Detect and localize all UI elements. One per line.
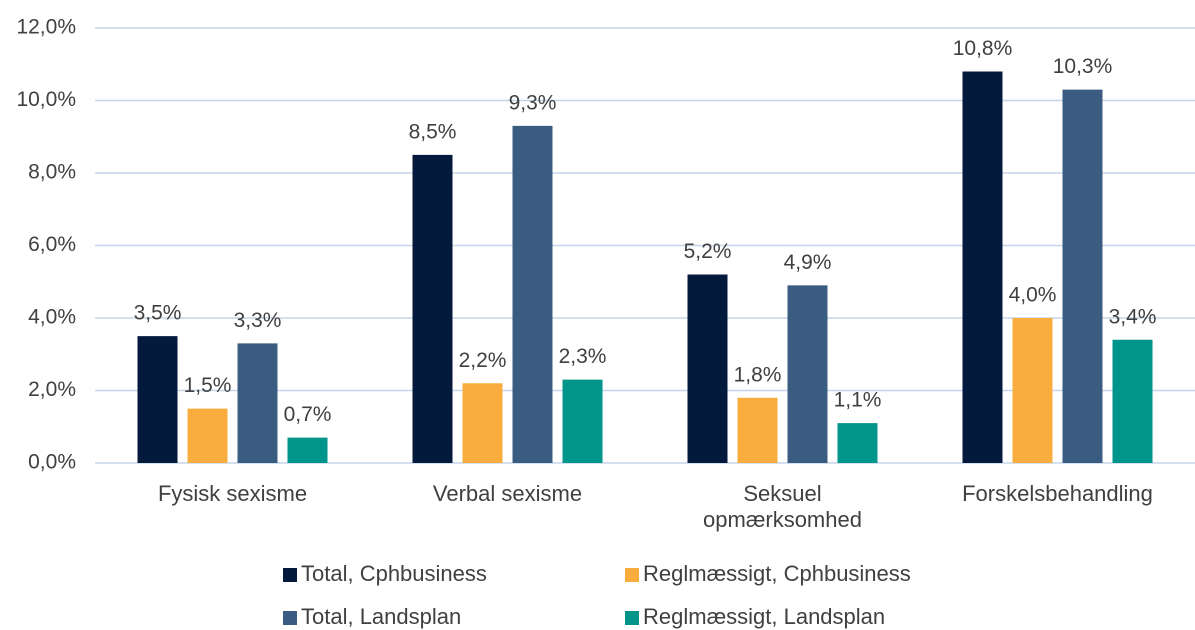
- y-tick-label: 2,0%: [28, 378, 76, 401]
- data-label: 3,5%: [134, 302, 182, 325]
- legend-swatch: [283, 611, 297, 625]
- data-label: 10,3%: [1053, 55, 1113, 78]
- y-tick-label: 4,0%: [28, 306, 76, 329]
- data-label: 3,4%: [1109, 305, 1157, 328]
- x-tick-label: Forskelsbehandling: [962, 481, 1153, 506]
- bar: [962, 71, 1003, 463]
- x-tick-label: Fysisk sexisme: [157, 481, 308, 506]
- data-label: 3,3%: [234, 309, 282, 332]
- legend-label: Total, Cphbusiness: [301, 561, 487, 586]
- data-label: 1,1%: [834, 389, 882, 412]
- bar: [787, 285, 828, 463]
- bar: [1012, 318, 1053, 463]
- x-tick-label: Verbal sexisme: [432, 481, 583, 506]
- data-label: 2,2%: [459, 349, 507, 372]
- bar: [1062, 89, 1103, 463]
- legend-label: Total, Landsplan: [301, 604, 461, 629]
- data-label: 2,3%: [559, 345, 607, 368]
- data-label: 8,5%: [409, 120, 457, 143]
- bar: [562, 379, 603, 463]
- data-label: 4,0%: [1009, 284, 1057, 307]
- data-label: 1,5%: [184, 374, 232, 397]
- bar: [1112, 339, 1153, 463]
- x-tick-label: Seksuel opmærksomhed: [703, 481, 862, 532]
- legend-swatch: [625, 568, 639, 582]
- bar: [412, 154, 453, 463]
- data-label: 1,8%: [734, 363, 782, 386]
- y-tick-label: 0,0%: [28, 451, 76, 474]
- data-label: 5,2%: [684, 240, 732, 263]
- y-tick-label: 6,0%: [28, 233, 76, 256]
- bar: [737, 397, 778, 463]
- data-label: 4,9%: [784, 251, 832, 274]
- bar: [187, 408, 228, 463]
- bar: [237, 343, 278, 463]
- bar: [287, 437, 328, 463]
- data-label: 10,8%: [953, 37, 1013, 60]
- legend-label: Reglmæssigt, Landsplan: [643, 604, 885, 629]
- y-tick-label: 8,0%: [28, 161, 76, 184]
- y-tick-label: 12,0%: [16, 16, 76, 39]
- data-label: 9,3%: [509, 91, 557, 114]
- bar: [687, 274, 728, 463]
- data-label: 0,7%: [284, 403, 332, 426]
- legend-swatch: [625, 611, 639, 625]
- legend-label: Reglmæssigt, Cphbusiness: [643, 561, 911, 586]
- bar: [462, 383, 503, 463]
- bar: [512, 125, 553, 463]
- y-tick-label: 10,0%: [16, 88, 76, 111]
- bar: [137, 336, 178, 463]
- legend-swatch: [283, 568, 297, 582]
- bar: [837, 423, 878, 463]
